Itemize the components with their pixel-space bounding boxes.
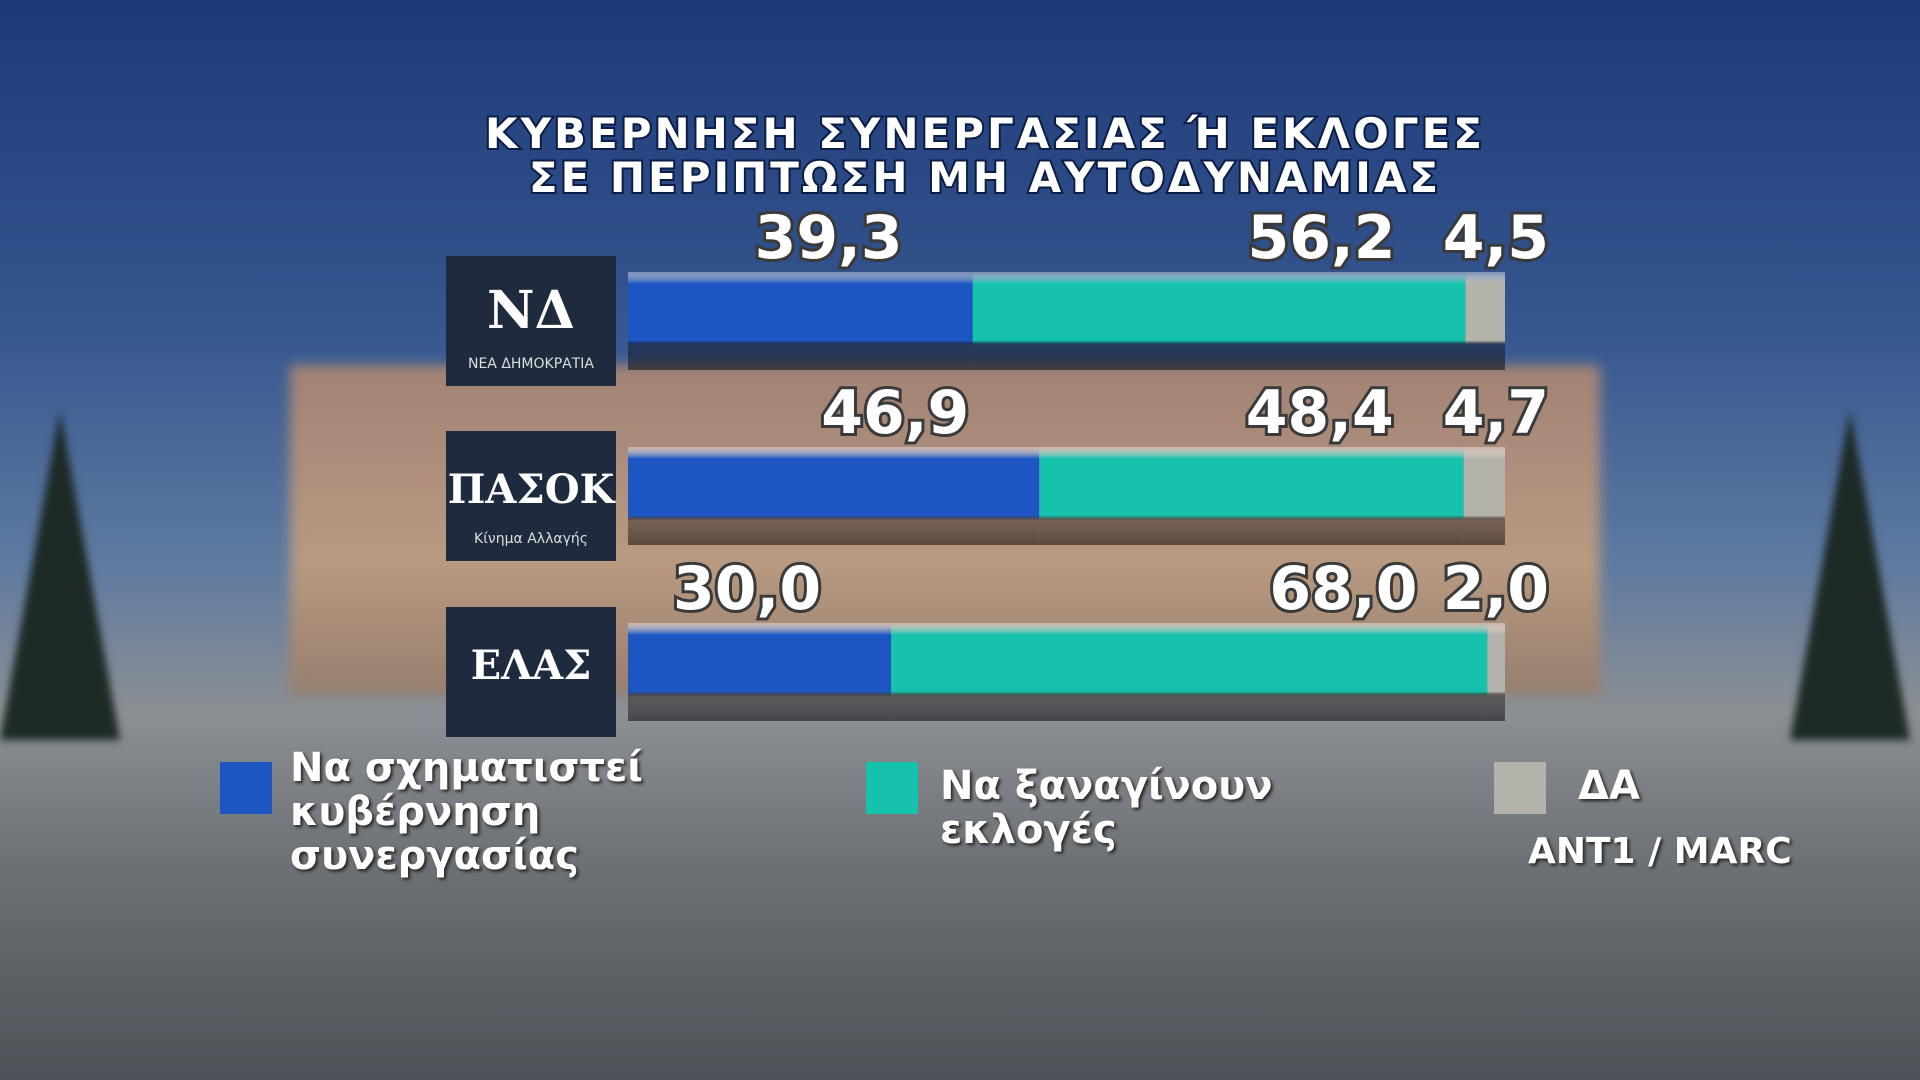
background-tree — [1790, 410, 1910, 740]
source: ANT1 / MARC — [1528, 831, 1792, 872]
value-label: 4,5 — [1443, 203, 1549, 273]
legend-swatch — [866, 762, 918, 814]
bar-segment — [1463, 447, 1505, 545]
party-logo-tagline: ΝΕΑ ΔΗΜΟΚΡΑΤΙΑ — [468, 356, 594, 372]
party-logo-text: ΕΛΑΣ — [471, 642, 592, 689]
bar-segment — [628, 272, 973, 370]
bar-segment — [891, 623, 1488, 721]
legend-swatch — [1494, 762, 1546, 814]
chart-title: ΚΥΒΕΡΝΗΣΗ ΣΥΝΕΡΓΑΣΙΑΣ Ή ΕΚΛΟΓΕΣ ΣΕ ΠΕΡΙΠΤ… — [485, 109, 1485, 202]
bar-segment — [628, 623, 892, 721]
legend-swatch — [220, 762, 272, 814]
value-label: 39,3 — [755, 203, 903, 273]
legend-label: Να ξαναγίνουν εκλογές — [940, 763, 1273, 853]
value-label: 48,4 — [1246, 378, 1394, 448]
party-logo-tagline: Κίνημα Αλλαγής — [474, 531, 588, 547]
party-logo — [446, 431, 616, 561]
party-logo-text: ΠΑΣΟΚ — [448, 466, 616, 513]
value-label: 30,0 — [673, 554, 821, 624]
legend-label: ΔΑ — [1578, 763, 1640, 809]
bar-segment — [1465, 272, 1505, 370]
value-label: 46,9 — [821, 378, 969, 448]
bar-segment — [1487, 623, 1505, 721]
value-label: 2,0 — [1443, 554, 1549, 624]
party-logo — [446, 256, 616, 386]
legend-label: Να σχηματιστεί κυβέρνηση συνεργασίας — [290, 745, 643, 879]
background-tree — [0, 410, 120, 740]
party-logo — [446, 607, 616, 737]
value-label: 4,7 — [1443, 378, 1549, 448]
party-logo-text: ΝΔ — [487, 280, 575, 341]
bar-segment — [628, 447, 1040, 545]
value-label: 68,0 — [1269, 554, 1417, 624]
bar-segment — [1039, 447, 1464, 545]
bar-segment — [972, 272, 1466, 370]
value-label: 56,2 — [1247, 203, 1395, 273]
